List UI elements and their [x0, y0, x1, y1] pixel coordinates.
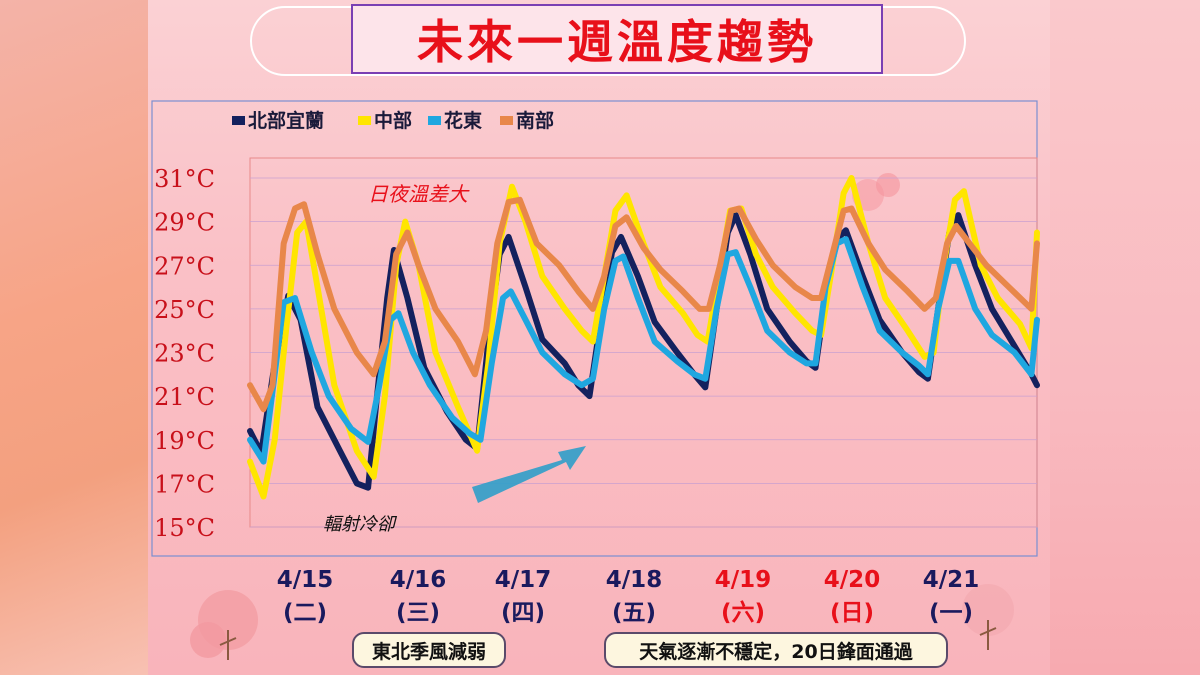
title-box: 未來一週溫度趨勢 [351, 4, 883, 74]
x-date-label: 4/18 [606, 567, 662, 593]
y-tick-label: 17°C [154, 470, 215, 498]
legend-swatch [232, 116, 245, 125]
x-axis-labels: 4/15 (二) 4/16 (三) 4/17 (四) 4/18 (五) 4/19 (六) 4/20 (… [277, 567, 979, 626]
series-line [247, 196, 1040, 413]
x-weekday-label: (五) [612, 600, 656, 626]
x-date-label: 4/15 [277, 567, 333, 593]
x-weekday-label: (四) [501, 600, 545, 626]
y-tick-label: 23°C [154, 340, 215, 368]
x-weekday-label: (日) [830, 600, 874, 626]
x-weekday-label: (六) [721, 600, 765, 626]
legend-swatch [500, 116, 513, 125]
legend-label: 北部宜蘭 [248, 109, 324, 132]
y-axis-ticks: 15°C 17°C 19°C 21°C 23°C 25°C 27°C 29°C 31°C [154, 165, 215, 542]
note-right: 天氣逐漸不穩定，20日鋒面通過 [604, 632, 948, 668]
legend-swatch [428, 116, 441, 125]
trend-arrow-icon [472, 446, 586, 503]
x-date-label: 4/16 [390, 567, 446, 593]
series-line [247, 175, 1040, 500]
x-date-label: 4/17 [495, 567, 551, 593]
annotation-diurnal: 日夜溫差大 [368, 182, 470, 206]
legend-swatch [358, 116, 371, 125]
note-left: 東北季風減弱 [352, 632, 506, 668]
y-tick-label: 31°C [154, 165, 215, 193]
page-title: 未來一週溫度趨勢 [417, 15, 817, 69]
main-panel [148, 0, 1050, 675]
y-tick-label: 19°C [154, 427, 215, 455]
x-weekday-label: (三) [396, 600, 440, 626]
legend: 北部宜蘭 中部 花東 南部 [232, 109, 554, 132]
legend-label: 南部 [516, 109, 554, 132]
annotation-radiative-cooling: 輻射冷卻 [323, 514, 398, 535]
x-weekday-label: (一) [929, 600, 973, 626]
left-background [0, 0, 148, 675]
y-tick-label: 29°C [154, 209, 215, 237]
x-date-label: 4/19 [715, 567, 771, 593]
legend-label: 中部 [374, 109, 412, 132]
right-background [1050, 0, 1200, 675]
series-lines [247, 175, 1040, 500]
y-tick-label: 15°C [154, 514, 215, 542]
x-weekday-label: (二) [283, 600, 327, 626]
y-tick-label: 21°C [154, 383, 215, 411]
x-date-label: 4/20 [824, 567, 880, 593]
x-date-label: 4/21 [923, 567, 979, 593]
y-tick-label: 25°C [154, 296, 215, 324]
series-line [247, 236, 1040, 465]
legend-label: 花東 [444, 109, 482, 132]
y-tick-label: 27°C [154, 252, 215, 280]
grid-lines [249, 157, 1038, 528]
